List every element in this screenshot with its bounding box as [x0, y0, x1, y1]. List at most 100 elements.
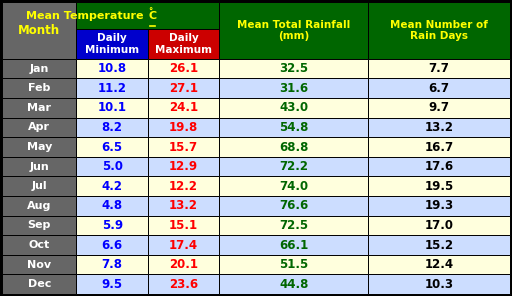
Text: Jul: Jul: [31, 181, 47, 191]
Bar: [219, 137, 368, 157]
Text: Dec: Dec: [28, 279, 51, 289]
Text: May: May: [27, 142, 52, 152]
Bar: [76, 176, 148, 196]
Text: 12.9: 12.9: [169, 160, 198, 173]
Text: 44.8: 44.8: [279, 278, 308, 291]
Text: 10.3: 10.3: [424, 278, 454, 291]
Text: 6.6: 6.6: [101, 239, 123, 252]
Bar: [368, 98, 510, 118]
Text: 19.5: 19.5: [424, 180, 454, 193]
Bar: [219, 274, 368, 294]
Text: 12.2: 12.2: [169, 180, 198, 193]
Text: 16.7: 16.7: [424, 141, 454, 154]
Bar: [219, 2, 368, 59]
Bar: [76, 274, 148, 294]
Bar: [368, 78, 510, 98]
Text: 17.0: 17.0: [424, 219, 454, 232]
Text: 9.5: 9.5: [101, 278, 123, 291]
Bar: [148, 157, 219, 176]
Text: 6.7: 6.7: [429, 82, 450, 95]
Text: Mar: Mar: [27, 103, 51, 113]
Bar: [2, 255, 76, 274]
Bar: [219, 176, 368, 196]
Text: 51.5: 51.5: [279, 258, 308, 271]
Bar: [76, 29, 148, 59]
Text: Nov: Nov: [27, 260, 51, 270]
Text: 13.2: 13.2: [169, 199, 198, 212]
Bar: [368, 2, 510, 59]
Text: 32.5: 32.5: [279, 62, 308, 75]
Bar: [2, 176, 76, 196]
Bar: [219, 235, 368, 255]
Bar: [148, 255, 219, 274]
Bar: [368, 157, 510, 176]
Text: Daily
Minimum: Daily Minimum: [85, 33, 139, 55]
Text: 8.2: 8.2: [102, 121, 123, 134]
Bar: [368, 118, 510, 137]
Bar: [2, 157, 76, 176]
Text: Month: Month: [18, 24, 60, 37]
Bar: [76, 157, 148, 176]
Bar: [368, 215, 510, 235]
Bar: [2, 215, 76, 235]
Text: 74.0: 74.0: [279, 180, 308, 193]
Bar: [2, 2, 76, 59]
Text: 66.1: 66.1: [279, 239, 308, 252]
Bar: [76, 196, 148, 215]
Text: 15.1: 15.1: [169, 219, 198, 232]
Bar: [148, 274, 219, 294]
Text: Feb: Feb: [28, 83, 50, 93]
Text: 15.7: 15.7: [169, 141, 198, 154]
Text: 5.0: 5.0: [102, 160, 123, 173]
Bar: [148, 78, 219, 98]
Text: 20.1: 20.1: [169, 258, 198, 271]
Bar: [148, 118, 219, 137]
Bar: [219, 118, 368, 137]
Bar: [219, 78, 368, 98]
Text: 19.8: 19.8: [169, 121, 198, 134]
Text: 23.6: 23.6: [169, 278, 198, 291]
Bar: [2, 235, 76, 255]
Text: 76.6: 76.6: [279, 199, 308, 212]
Bar: [368, 274, 510, 294]
Bar: [76, 118, 148, 137]
Text: 43.0: 43.0: [279, 101, 308, 114]
Bar: [368, 176, 510, 196]
Text: 13.2: 13.2: [424, 121, 454, 134]
Text: °: °: [148, 8, 152, 17]
Bar: [2, 274, 76, 294]
Bar: [76, 59, 148, 78]
Bar: [368, 137, 510, 157]
Bar: [2, 78, 76, 98]
Bar: [219, 98, 368, 118]
Text: Mean Number of
Rain Days: Mean Number of Rain Days: [390, 20, 488, 41]
Text: Mean Total Rainfall
(mm): Mean Total Rainfall (mm): [237, 20, 350, 41]
Bar: [219, 196, 368, 215]
Text: Sep: Sep: [28, 221, 51, 230]
Bar: [76, 137, 148, 157]
Text: Aug: Aug: [27, 201, 51, 211]
Text: 4.8: 4.8: [101, 199, 123, 212]
Bar: [219, 59, 368, 78]
Bar: [219, 255, 368, 274]
Text: Apr: Apr: [28, 123, 50, 132]
Text: 4.2: 4.2: [102, 180, 123, 193]
Text: 31.6: 31.6: [279, 82, 308, 95]
Bar: [148, 215, 219, 235]
Bar: [148, 137, 219, 157]
Bar: [2, 59, 76, 78]
Text: Daily
Maximum: Daily Maximum: [155, 33, 212, 55]
Bar: [368, 235, 510, 255]
Text: Jun: Jun: [29, 162, 49, 172]
Bar: [148, 59, 219, 78]
Bar: [2, 196, 76, 215]
Text: 24.1: 24.1: [169, 101, 198, 114]
Text: 9.7: 9.7: [429, 101, 450, 114]
Bar: [76, 255, 148, 274]
Text: 68.8: 68.8: [279, 141, 308, 154]
Bar: [219, 215, 368, 235]
Text: 11.2: 11.2: [98, 82, 126, 95]
Text: 15.2: 15.2: [424, 239, 454, 252]
Text: 12.4: 12.4: [424, 258, 454, 271]
Bar: [2, 98, 76, 118]
